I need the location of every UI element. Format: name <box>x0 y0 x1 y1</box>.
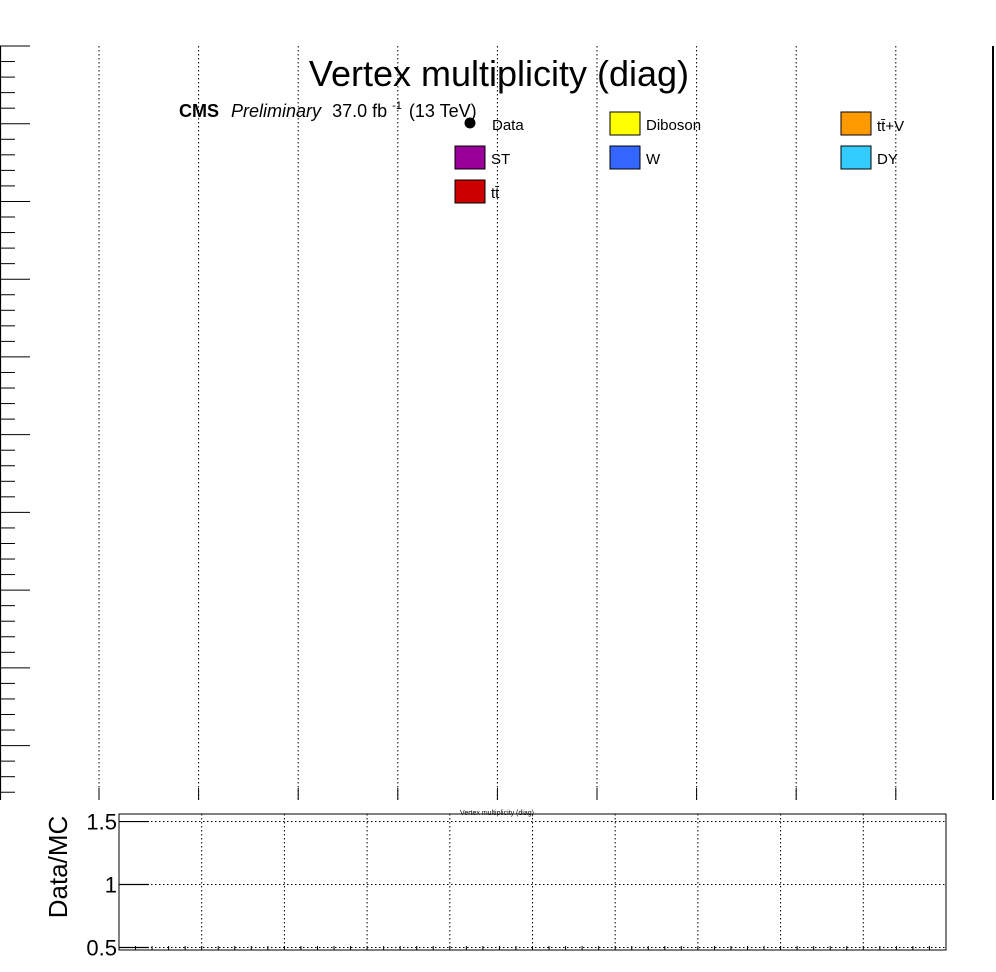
cms-label: CMS <box>179 101 219 121</box>
ttv-swatch <box>840 111 872 136</box>
legend-label-dy: DY <box>877 151 898 168</box>
ratio-y-axis: 0.5 1 1.5 <box>86 810 946 960</box>
ratio-x-minor-ticks <box>135 946 930 950</box>
legend-entry-dy: DY <box>840 145 898 170</box>
legend-label-ttbar: tt̄ <box>491 185 500 202</box>
legend-entry-data: Data <box>464 117 524 134</box>
ratio-y-tick-label: 0.5 <box>86 935 117 960</box>
legend-entry-diboson: Diboson <box>609 111 701 136</box>
main-pad: Vertex multiplicity (diag) CMS Prelimina… <box>0 45 994 800</box>
main-y-ticks <box>0 45 30 793</box>
ratio-pad: Vertex multiplicity (diag) 0.5 1 1.5 Data/… <box>43 810 947 960</box>
ttbar-swatch <box>454 179 486 204</box>
ratio-y-tick-label: 1.5 <box>86 810 117 835</box>
legend-entry-w: W <box>609 145 661 170</box>
legend-label-ttv: tt̄+V <box>877 118 904 135</box>
legend-entry-st: ST <box>454 145 510 170</box>
legend-entry-ttv: tt̄+V <box>840 111 904 136</box>
energy-label: (13 TeV) <box>409 101 477 121</box>
ratio-y-tick-label: 1 <box>105 873 117 898</box>
w-swatch <box>609 145 641 170</box>
lumi-value: 37.0 fb <box>332 101 387 121</box>
lumi-exponent: -1 <box>392 100 402 112</box>
main-x-grid <box>98 46 897 800</box>
st-swatch <box>454 145 486 170</box>
cms-annotation: CMS Preliminary 37.0 fb -1 (13 TeV) <box>179 93 477 121</box>
preliminary-label: Preliminary <box>231 101 322 121</box>
legend-label-diboson: Diboson <box>646 117 701 134</box>
legend-entry-ttbar: tt̄ <box>454 179 500 204</box>
ratio-y-label: Data/MC <box>43 816 73 919</box>
legend-label-w: W <box>646 151 661 168</box>
ratio-pad-title: Vertex multiplicity (diag) <box>460 810 534 817</box>
legend-label-data: Data <box>492 117 524 134</box>
ratio-x-grid <box>201 814 864 950</box>
diboson-swatch <box>609 111 641 136</box>
legend: Data Diboson tt̄+V ST W DY <box>454 111 904 204</box>
chart-title: Vertex multiplicity (diag) <box>309 53 689 94</box>
data-marker-icon <box>464 117 476 129</box>
dy-swatch <box>840 145 872 170</box>
legend-label-st: ST <box>491 151 510 168</box>
